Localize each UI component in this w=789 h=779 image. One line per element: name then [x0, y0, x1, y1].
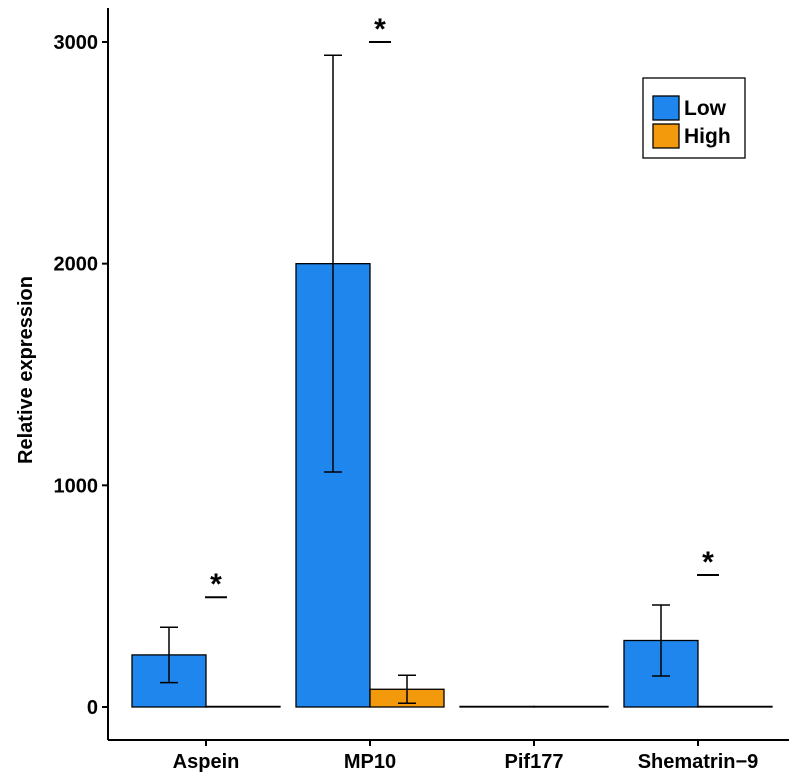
x-tick-label-3: Shematrin−9	[638, 751, 759, 773]
bars-layer	[131, 263, 773, 708]
significance-asterisk: *	[210, 568, 222, 601]
y-axis-title: Relative expression	[15, 276, 37, 464]
y-tick-label-1000: 1000	[54, 475, 99, 497]
significance-marker-3: *	[697, 546, 719, 579]
x-tick-label-0: Aspein	[173, 751, 240, 773]
error-bar-high-1	[398, 674, 416, 704]
y-tick-label-2000: 2000	[54, 254, 99, 276]
bar-high-2	[533, 705, 609, 708]
bar-high-0	[205, 705, 281, 708]
error-bar-low-0	[160, 626, 178, 684]
significance-asterisk: *	[374, 13, 386, 46]
legend-label-low: Low	[684, 97, 727, 120]
legend-swatch-high	[652, 123, 680, 149]
significance-marker-0: *	[205, 568, 227, 601]
error-bars-layer	[160, 54, 670, 704]
y-tick-label-3000: 3000	[54, 32, 99, 54]
bar-low-2	[459, 705, 535, 708]
x-tick-label-1: MP10	[344, 751, 396, 773]
legend: Low High	[642, 77, 746, 159]
bar-high-3	[697, 705, 773, 708]
legend-swatch-low	[652, 95, 680, 121]
axes-layer: 0 1000 2000 3000 Aspein MP10 Pif177 Shematrin−9…	[15, 8, 789, 773]
significance-marker-1: *	[369, 13, 391, 46]
x-tick-label-2: Pif177	[505, 751, 564, 773]
error-bar-low-1	[324, 54, 342, 473]
error-bar-low-3	[652, 604, 670, 677]
significance-asterisk: *	[702, 546, 714, 579]
y-tick-label-0: 0	[87, 697, 98, 719]
significance-layer: * * *	[205, 13, 719, 601]
legend-label-high: High	[684, 125, 731, 148]
